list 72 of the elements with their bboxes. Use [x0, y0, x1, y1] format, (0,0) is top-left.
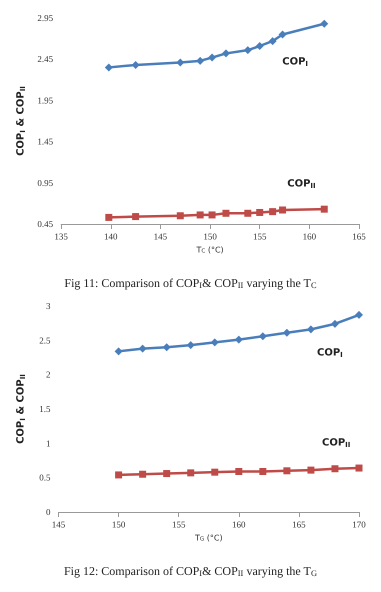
point — [356, 464, 362, 472]
x-tick-label: 170 — [352, 520, 366, 530]
point — [307, 466, 314, 474]
point — [278, 30, 287, 38]
point — [283, 467, 290, 474]
point — [279, 206, 286, 214]
point — [256, 42, 264, 50]
y-tick-label: 1.5 — [39, 404, 51, 414]
x-tick-label: 155 — [252, 232, 267, 242]
y-tick-label: 0.95 — [37, 178, 54, 188]
x-tick-label: 160 — [302, 232, 317, 242]
point — [355, 310, 363, 319]
point — [162, 343, 171, 352]
point — [256, 208, 264, 216]
point — [259, 468, 266, 475]
point — [208, 54, 216, 62]
point — [163, 470, 170, 478]
y-tick-label: 0.5 — [39, 472, 51, 483]
y-tick-label: 0.45 — [37, 219, 54, 229]
point — [208, 211, 216, 218]
point — [306, 325, 315, 334]
x-tick-label: 135 — [54, 232, 68, 242]
point — [222, 49, 230, 58]
x-tick-label: 150 — [203, 232, 218, 242]
point — [269, 208, 276, 216]
x-tick-label: 165 — [292, 520, 306, 530]
x-tick-label: 155 — [172, 520, 186, 530]
point — [105, 214, 112, 221]
x-tick-label: 160 — [232, 520, 246, 530]
y-tick-label: 2.45 — [37, 54, 54, 64]
point — [330, 320, 339, 328]
x-tick-label: 165 — [352, 232, 366, 242]
y-tick-label: 0 — [46, 507, 51, 517]
point — [320, 206, 328, 213]
point — [176, 58, 184, 66]
point — [222, 210, 230, 217]
y-tick-label: 2 — [46, 370, 50, 380]
point — [235, 468, 242, 475]
x-tick-label: 140 — [104, 232, 118, 242]
y-tick-label: 1.95 — [37, 95, 54, 106]
point — [132, 60, 140, 69]
point — [187, 469, 194, 476]
point — [282, 328, 291, 337]
point — [244, 46, 252, 54]
x-tick-label: 145 — [154, 232, 168, 242]
x-tick-label: 150 — [112, 520, 126, 530]
point — [320, 20, 328, 28]
point — [139, 470, 146, 478]
point — [186, 341, 195, 350]
point — [210, 338, 219, 346]
point — [115, 471, 122, 478]
point — [234, 336, 243, 344]
point — [196, 56, 204, 65]
point — [176, 212, 184, 220]
text: Fig 11: Comparison of COPI& COPII varying the TC — [64, 276, 317, 290]
point — [331, 465, 338, 472]
point — [244, 210, 252, 217]
y-tick-label: 3 — [46, 301, 51, 311]
point — [138, 344, 147, 353]
point — [114, 347, 123, 356]
text: Fig 12: Comparison of COPI& COPII varying the TG — [64, 564, 318, 578]
x-tick-label: 145 — [52, 520, 66, 530]
y-tick-label: 2.5 — [39, 335, 51, 346]
y-tick-label: 2.95 — [37, 13, 54, 23]
point — [104, 63, 113, 72]
point — [196, 211, 204, 218]
point — [211, 468, 218, 476]
y-tick-label: 1 — [46, 438, 50, 448]
point — [132, 213, 140, 220]
y-tick-label: 1.45 — [37, 136, 54, 147]
point — [258, 332, 267, 340]
point — [268, 37, 277, 46]
